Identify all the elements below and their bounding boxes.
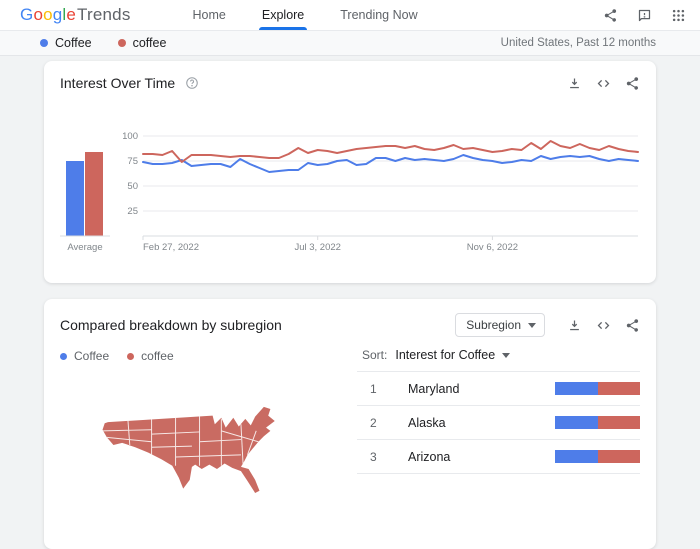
series-label: coffee: [132, 36, 167, 50]
region-name: Alaska: [408, 415, 446, 430]
google-trends-logo[interactable]: Google Trends: [20, 5, 131, 25]
feedback-icon[interactable]: [637, 8, 652, 23]
share-card-icon[interactable]: [625, 318, 640, 333]
term-chip[interactable]: Coffee: [40, 36, 92, 50]
region-name: Arizona: [408, 449, 451, 464]
breakdown-legend: Coffee coffee: [60, 349, 174, 363]
line-series-coffee: [142, 140, 639, 163]
average-bar-coffee: [85, 152, 103, 236]
svg-text:Average: Average: [67, 242, 102, 253]
us-map[interactable]: [84, 394, 302, 544]
sort-label: Sort:: [362, 348, 388, 362]
logo-letter: o: [43, 5, 53, 24]
svg-text:Jul 3, 2022: Jul 3, 2022: [294, 242, 340, 253]
interest-over-time-card: Interest Over Time Average 25 50 75 100 Feb …: [44, 61, 656, 283]
help-icon[interactable]: [185, 76, 199, 90]
nav-icons: [603, 8, 686, 23]
rank-number: 1: [370, 381, 377, 396]
legend-chip: Coffee: [60, 349, 109, 363]
comparison-bar: [555, 382, 640, 395]
logo-letter: e: [66, 5, 77, 24]
subregion-dropdown-label: Subregion: [466, 318, 521, 332]
comparison-bar: [555, 416, 640, 429]
subregion-row-alaska[interactable]: 2 Alaska: [357, 406, 640, 440]
rank-number: 2: [370, 415, 377, 430]
top-navbar: Google Trends Home Explore Trending Now: [0, 0, 700, 31]
interest-line-chart[interactable]: 25 50 75 100 Feb 27, 2022 Jul 3, 2022 Nov 6, 2…: [123, 125, 648, 257]
series-color-dot: [40, 39, 48, 47]
bar-segment-Coffee: [555, 450, 599, 463]
chevron-down-icon: [502, 352, 511, 358]
tab-home[interactable]: Home: [192, 8, 226, 22]
line-series-Coffee: [142, 154, 639, 173]
logo-letter: g: [52, 5, 63, 24]
svg-text:100: 100: [123, 131, 138, 142]
logo-google-wordmark: Google: [20, 5, 76, 25]
svg-text:50: 50: [127, 181, 138, 192]
svg-text:Nov 6, 2022: Nov 6, 2022: [467, 242, 518, 253]
svg-text:75: 75: [127, 156, 138, 167]
tab-explore[interactable]: Explore: [258, 0, 308, 30]
region-name: Maryland: [408, 381, 460, 396]
series-label: coffee: [141, 349, 174, 363]
bar-segment-coffee: [597, 416, 640, 429]
bar-segment-Coffee: [555, 382, 599, 395]
series-label: Coffee: [74, 349, 110, 363]
average-bar-Coffee: [66, 161, 84, 236]
legend-chip: coffee: [127, 349, 174, 363]
average-bar-chart: Average: [60, 152, 110, 253]
subregion-row-arizona[interactable]: 3 Arizona: [357, 440, 640, 474]
subregion-row-maryland[interactable]: 1 Maryland: [357, 372, 640, 406]
tab-trending-now[interactable]: Trending Now: [340, 8, 418, 22]
svg-text:Feb 27, 2022: Feb 27, 2022: [143, 242, 199, 253]
series-color-dot: [60, 352, 67, 360]
logo-letter: G: [20, 5, 34, 24]
svg-text:25: 25: [127, 206, 138, 217]
series-label: Coffee: [55, 36, 92, 50]
download-icon[interactable]: [567, 318, 582, 333]
embed-code-icon[interactable]: [596, 76, 611, 91]
bar-segment-coffee: [598, 450, 640, 463]
sort-control[interactable]: Sort: Interest for Coffee: [362, 348, 511, 362]
logo-letter: l: [62, 5, 67, 24]
comparison-filter-bar: Coffee coffee United States, Past 12 mont…: [0, 31, 700, 56]
embed-code-icon[interactable]: [596, 318, 611, 333]
download-icon[interactable]: [567, 76, 582, 91]
google-apps-icon[interactable]: [671, 8, 686, 23]
comparison-bar: [555, 450, 640, 463]
subregion-rank-list: 1 Maryland 2 Alaska 3 Arizona: [357, 371, 640, 474]
share-icon[interactable]: [603, 8, 618, 23]
rank-number: 3: [370, 449, 377, 464]
bar-segment-Coffee: [555, 416, 598, 429]
geo-time-scope: United States, Past 12 months: [500, 37, 656, 49]
series-color-dot: [127, 352, 135, 360]
term-chip[interactable]: coffee: [117, 36, 167, 50]
subregion-dropdown[interactable]: Subregion: [455, 313, 545, 337]
logo-trends-wordmark: Trends: [77, 5, 131, 24]
search-term-chips: Coffee coffee: [40, 36, 166, 50]
sort-value: Interest for Coffee: [395, 348, 496, 362]
nav-tabs: Home Explore Trending Now: [193, 0, 454, 30]
logo-letter: o: [33, 5, 44, 24]
bar-segment-coffee: [598, 382, 640, 395]
breakdown-title: Compared breakdown by subregion: [60, 317, 282, 333]
chevron-down-icon: [528, 322, 536, 328]
breakdown-by-subregion-card: Compared breakdown by subregion Subregio…: [44, 299, 656, 549]
share-card-icon[interactable]: [625, 76, 640, 91]
interest-over-time-title: Interest Over Time: [60, 75, 176, 91]
series-color-dot: [117, 39, 126, 47]
